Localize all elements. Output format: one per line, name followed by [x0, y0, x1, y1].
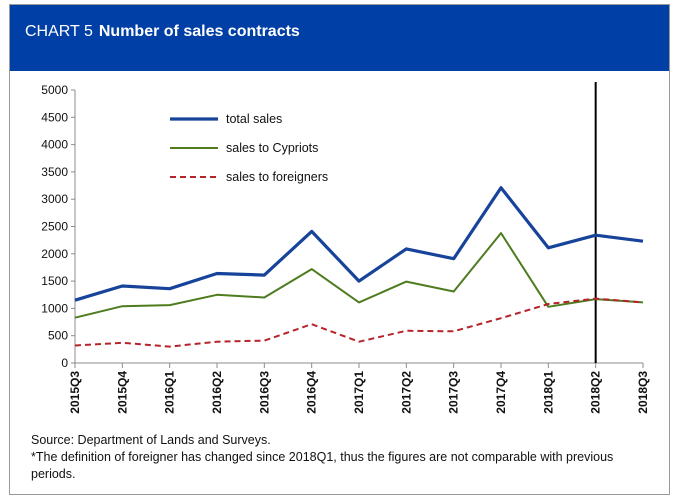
y-tick-label: 5000: [41, 83, 68, 97]
legend-label-total-sales: total sales: [226, 112, 282, 126]
series-line-sales-to-cypriots: [74, 232, 644, 319]
y-tick-label: 1000: [41, 301, 68, 315]
chart-notes: Source: Department of Lands and Surveys.…: [31, 432, 656, 483]
y-tick-label: 3000: [41, 192, 68, 206]
series-line-total-sales: [74, 186, 644, 302]
x-tick-label: 2016Q3: [257, 371, 271, 414]
x-tick-label: 2016Q2: [210, 371, 224, 414]
x-tick-label: 2018Q2: [589, 371, 603, 414]
x-tick-label: 2017Q2: [399, 371, 413, 414]
y-tick-label: 500: [48, 329, 68, 343]
x-tick-label: 2015Q3: [68, 371, 82, 414]
footnote: *The definition of foreigner has changed…: [31, 450, 614, 481]
y-tick-label: 2000: [41, 247, 68, 261]
source-note: Source: Department of Lands and Surveys.: [31, 433, 271, 447]
x-tick-label: 2018Q1: [541, 371, 555, 414]
chart-header: CHART 5 Number of sales contracts: [10, 5, 669, 71]
y-tick-label: 1500: [41, 274, 68, 288]
series-line-sales-to-foreigners: [74, 297, 644, 348]
chart-frame: CHART 5 Number of sales contracts: [9, 4, 670, 495]
y-tick-label: 2500: [41, 220, 68, 234]
x-tick-label: 2016Q1: [163, 371, 177, 414]
y-tick-label: 0: [61, 356, 68, 370]
x-tick-label: 2017Q1: [352, 371, 366, 414]
legend-label-sales-to-cypriots: sales to Cypriots: [226, 141, 318, 155]
x-tick-label: 2016Q4: [305, 371, 319, 414]
chart-title-text: Number of sales contracts: [98, 23, 300, 40]
y-tick-label: 3500: [41, 165, 68, 179]
y-tick-label: 4000: [41, 138, 68, 152]
x-tick-label: 2015Q4: [115, 371, 129, 414]
x-tick-label: 2017Q4: [494, 371, 508, 414]
chart-number: CHART 5: [25, 23, 93, 40]
y-tick-label: 4500: [41, 110, 68, 124]
legend-label-sales-to-foreigners: sales to foreigners: [226, 170, 328, 184]
chart-title: CHART 5 Number of sales contracts: [25, 23, 300, 41]
x-tick-label: 2018Q3: [636, 371, 650, 414]
x-tick-label: 2017Q3: [447, 371, 461, 414]
